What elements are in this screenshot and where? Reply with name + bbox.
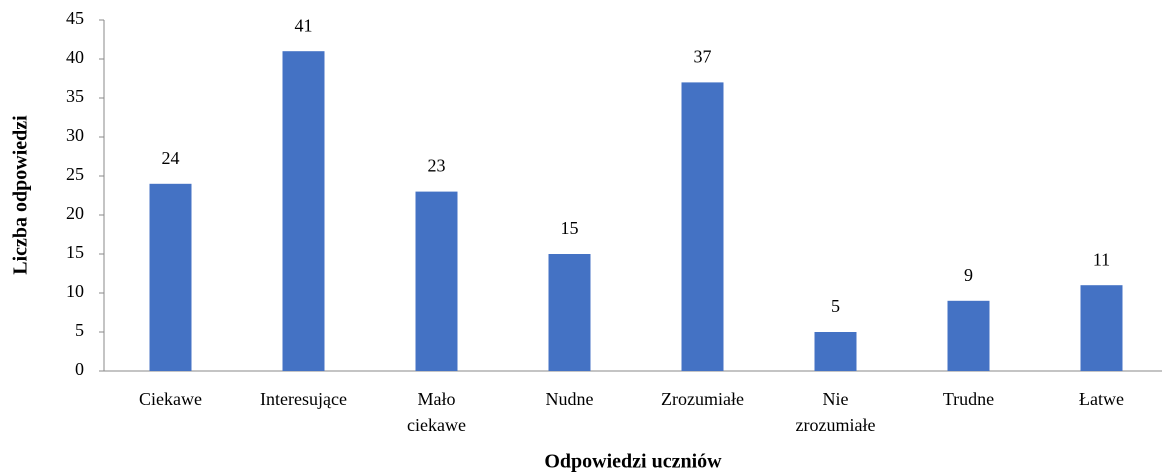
x-tick-label: Zrozumiałe [661,389,744,409]
x-tick-label: Trudne [943,389,994,409]
y-tick-label: 40 [66,47,84,67]
y-tick-label: 10 [66,281,84,301]
value-label: 41 [295,15,313,35]
y-tick-label: 35 [66,86,84,106]
x-axis-title: Odpowiedzi uczniów [544,451,722,473]
bar [814,332,857,371]
x-tick-label: Łatwe [1079,389,1124,409]
y-tick-label: 30 [66,125,84,145]
y-tick-label: 15 [66,242,84,262]
value-label: 9 [964,265,973,285]
x-tick-label: Interesujące [260,389,347,409]
y-tick-label: 25 [66,164,84,184]
value-label: 5 [831,296,840,316]
bar [947,300,990,371]
x-tick-label: Nie zrozumiałe [796,389,876,435]
bar [1080,285,1123,371]
bar [282,51,325,371]
bar [149,183,192,371]
bar [548,254,591,371]
x-tick-label: Nudne [546,389,594,409]
y-axis-title: Liczba odpowiedzi [10,115,32,275]
x-tick-label: Mało ciekawe [407,389,466,435]
y-tick-label: 45 [66,8,84,28]
value-label: 11 [1093,249,1110,269]
value-label: 24 [162,148,180,168]
value-label: 23 [428,156,446,176]
bar [415,191,458,371]
y-tick-label: 0 [75,359,84,379]
y-tick-label: 5 [75,320,84,340]
value-label: 37 [694,47,712,67]
bar [681,82,724,372]
y-tick-label: 20 [66,203,84,223]
value-label: 15 [561,218,579,238]
x-tick-label: Ciekawe [139,389,202,409]
